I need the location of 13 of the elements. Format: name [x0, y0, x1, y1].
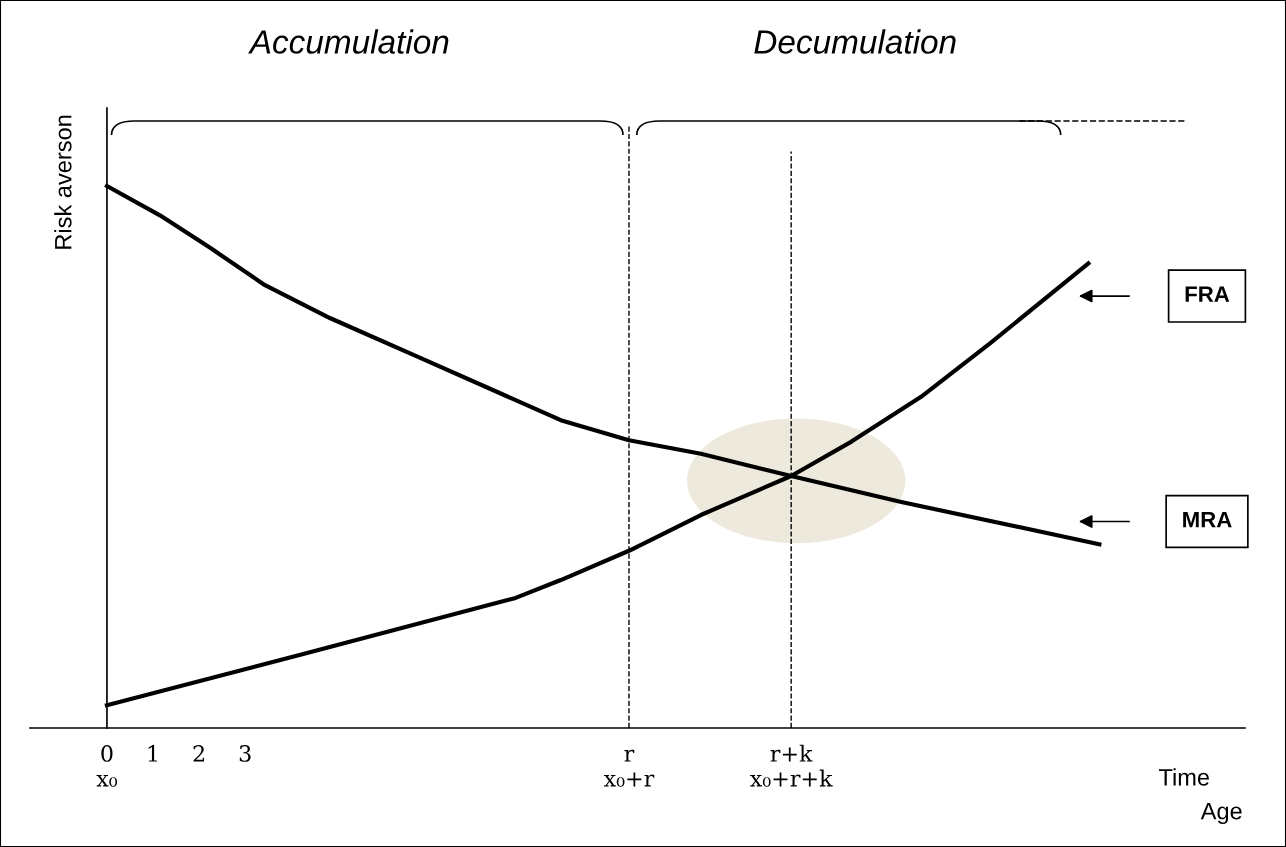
- y-axis-title: Risk averson: [54, 115, 72, 249]
- text: Decumulation: [754, 29, 956, 54]
- x-axis-title: Time: [1158, 768, 1209, 786]
- x-tick-label: 2: [193, 745, 204, 762]
- x-tick-label: r x₀+r: [603, 749, 655, 787]
- text: Accumulation: [248, 29, 449, 54]
- x-tick-label: r+k x₀+r+k: [750, 744, 833, 787]
- text: Age: [1200, 802, 1242, 825]
- text: MRA: [1183, 511, 1232, 528]
- x-tick-label: 0 x₀: [96, 745, 118, 787]
- x-tick-label: 1: [148, 745, 157, 762]
- x-tick-label: 3: [239, 745, 251, 762]
- text: FRA: [1185, 286, 1230, 302]
